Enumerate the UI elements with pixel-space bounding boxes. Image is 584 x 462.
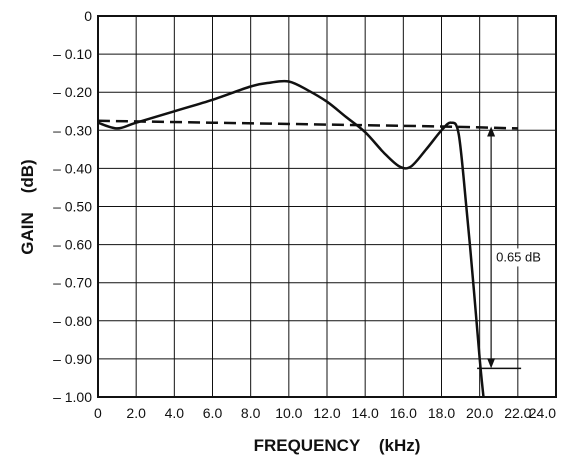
x-tick-label: 16.0	[390, 405, 417, 421]
annotation-label-bg	[493, 248, 552, 267]
arrow-head-bottom	[487, 358, 496, 369]
y-tick-label: – 0.60	[53, 237, 92, 253]
y-tick-label: – 0.90	[53, 351, 92, 367]
x-tick-label: 14.0	[352, 405, 379, 421]
x-tick-label: 0	[94, 405, 102, 421]
x-axis-title: FREQUENCY (kHz)	[254, 436, 421, 455]
x-tick-label: 10.0	[275, 405, 302, 421]
x-tick-label: 2.0	[126, 405, 146, 421]
y-tick-label: – 0.70	[53, 275, 92, 291]
chart-series	[97, 79, 518, 398]
plot-frame	[97, 15, 557, 398]
x-tick-label: 24.0	[529, 405, 556, 421]
chart-grid	[97, 15, 557, 398]
chart-annotations: 0.65 dB	[477, 126, 552, 370]
y-tick-label: – 0.20	[53, 84, 92, 100]
y-tick-label: – 0.30	[53, 122, 92, 138]
x-tick-label: 4.0	[165, 405, 185, 421]
annotation-label: 0.65 dB	[496, 249, 541, 264]
x-tick-label: 22.0	[504, 405, 531, 421]
x-tick-label: 8.0	[241, 405, 261, 421]
y-tick-label: – 0.50	[53, 199, 92, 215]
series-line-dashed	[97, 119, 518, 130]
chart-ticks: 0 2.0 4.0 6.0 8.0 10.0 12.0 14.0 16.0 18.0 20.0 22.…	[53, 8, 556, 421]
series-line-solid	[97, 79, 485, 398]
y-tick-label: – 0.80	[53, 313, 92, 329]
y-tick-label: 0	[84, 8, 92, 24]
x-tick-label: 12.0	[313, 405, 340, 421]
x-tick-label: 6.0	[203, 405, 223, 421]
y-tick-label: – 0.10	[53, 46, 92, 62]
y-tick-label: – 1.00	[53, 389, 92, 405]
y-tick-label: – 0.40	[53, 160, 92, 176]
x-tick-label: 18.0	[428, 405, 455, 421]
x-tick-label: 20.0	[466, 405, 493, 421]
y-axis-title: GAIN (dB)	[18, 159, 37, 254]
arrow-head-top	[487, 126, 496, 137]
